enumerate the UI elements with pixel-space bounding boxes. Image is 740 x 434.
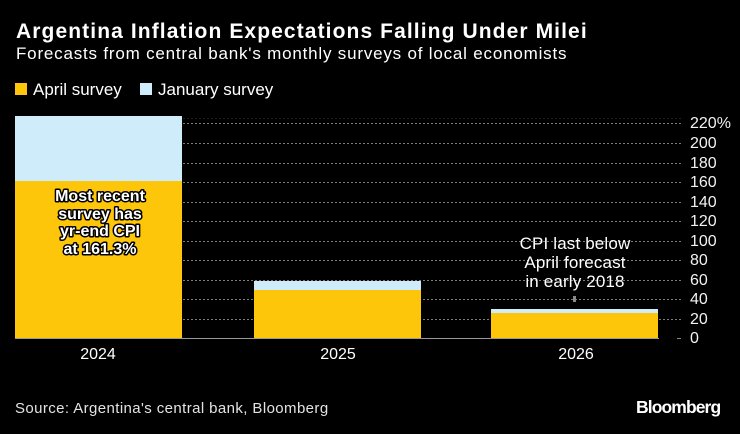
svg-text:survey has: survey has: [58, 206, 142, 223]
svg-text:Most recent: Most recent: [55, 188, 145, 205]
svg-text:yr-end CPI: yr-end CPI: [60, 223, 140, 240]
svg-text:at 161.3%: at 161.3%: [64, 241, 137, 258]
